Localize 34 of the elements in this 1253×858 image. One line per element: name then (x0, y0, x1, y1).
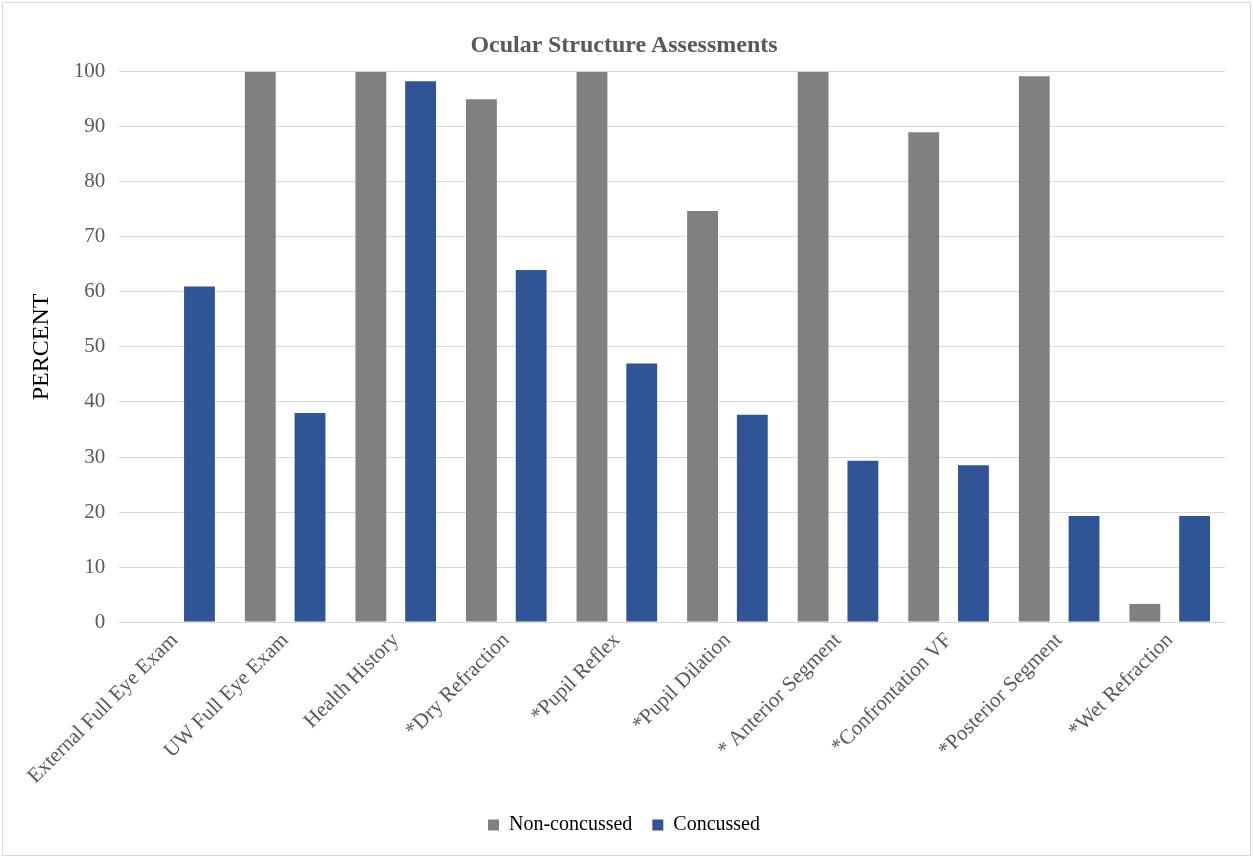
bar (576, 71, 608, 622)
bar (1179, 515, 1211, 622)
y-tick-label: 80 (84, 168, 106, 193)
y-tick-label: 50 (84, 333, 106, 358)
bar (1129, 603, 1161, 622)
bar (797, 71, 829, 622)
y-tick-label: 0 (94, 608, 106, 633)
y-tick-label: 100 (73, 58, 106, 83)
bar (626, 363, 658, 622)
y-axis-title: PERCENT (26, 293, 53, 401)
y-tick-label: 90 (84, 113, 106, 138)
y-tick-label: 40 (84, 388, 106, 413)
bar (294, 412, 326, 622)
bar (355, 71, 387, 622)
bar (184, 286, 215, 622)
legend-label: Concussed (673, 812, 760, 835)
bar (1068, 515, 1100, 622)
y-tick-label: 70 (84, 223, 106, 248)
bar (736, 414, 768, 622)
bar (244, 71, 276, 622)
chart-title: Ocular Structure Assessments (470, 30, 778, 57)
bar (847, 460, 879, 622)
bar (958, 465, 989, 622)
y-tick-label: 30 (84, 443, 106, 468)
bar (465, 99, 497, 622)
bar (1018, 76, 1050, 622)
bar (687, 211, 718, 622)
y-tick-label: 60 (84, 278, 106, 303)
y-tick-label: 20 (84, 498, 106, 523)
legend-label: Non-concussed (509, 812, 633, 835)
bar (515, 269, 547, 622)
bar (405, 81, 437, 622)
y-tick-label: 10 (84, 553, 106, 578)
bar (908, 132, 940, 622)
